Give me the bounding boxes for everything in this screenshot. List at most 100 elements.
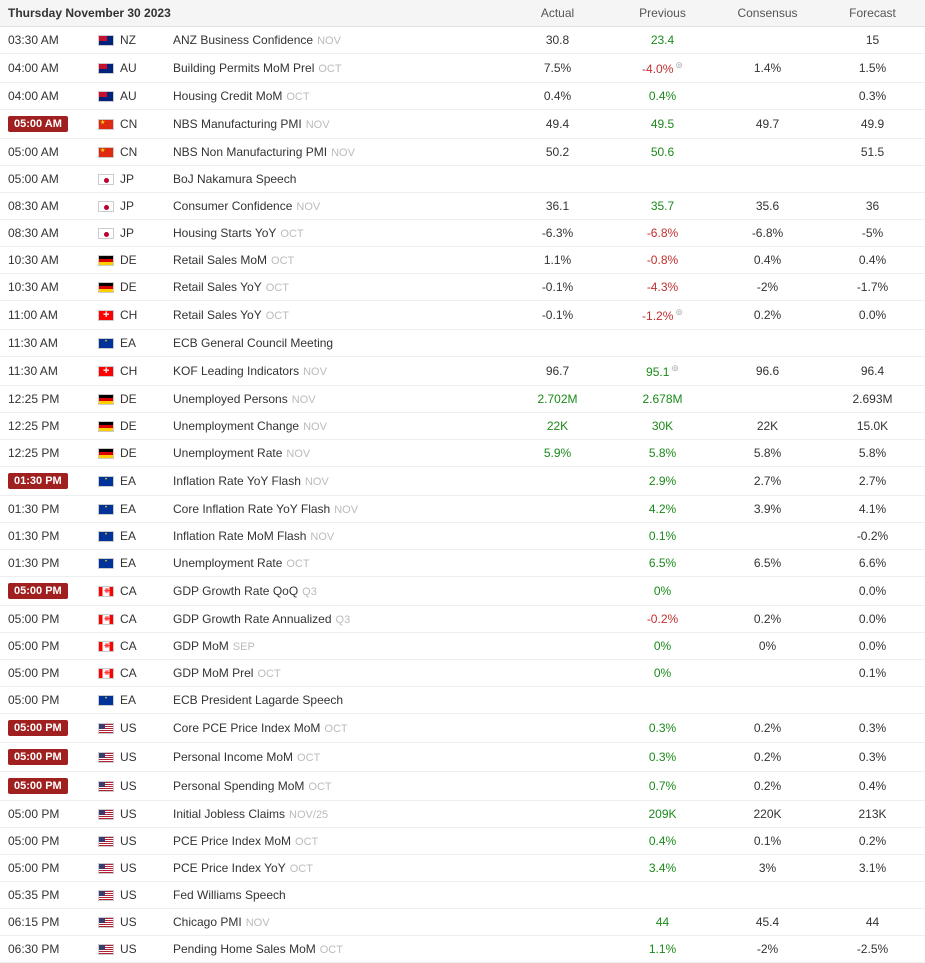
table-row[interactable]: 05:00 PMCAGDP MoM PrelOCT0%0.1% (0, 660, 925, 687)
event-name: Unemployment Rate (173, 446, 282, 460)
forecast-cell: 44 (820, 909, 925, 936)
event-cell[interactable]: Personal Income MoMOCT (165, 743, 505, 772)
table-row[interactable]: 05:00 PMUSPCE Price Index YoYOCT3.4%3%3.… (0, 855, 925, 882)
country-code: CH (120, 308, 137, 322)
table-row[interactable]: 12:25 PMDEUnemployment RateNOV5.9%5.8%5.… (0, 440, 925, 467)
event-cell[interactable]: Initial Jobless ClaimsNOV/25 (165, 801, 505, 828)
table-row[interactable]: 05:00 PMUSPersonal Spending MoMOCT0.7%0.… (0, 772, 925, 801)
table-row[interactable]: 05:00 AMJPBoJ Nakamura Speech (0, 166, 925, 193)
country-code: US (120, 750, 137, 764)
table-header-row: Thursday November 30 2023 Actual Previou… (0, 0, 925, 27)
consensus-cell (715, 882, 820, 909)
event-cell[interactable]: NBS Manufacturing PMINOV (165, 110, 505, 139)
table-row[interactable]: 03:30 AMNZANZ Business ConfidenceNOV30.8… (0, 27, 925, 54)
event-cell[interactable]: ECB General Council Meeting (165, 330, 505, 357)
forecast-value: 0.4% (859, 253, 886, 267)
table-row[interactable]: 05:00 PMEAECB President Lagarde Speech (0, 687, 925, 714)
time-cell: 05:00 PM (0, 633, 90, 660)
event-cell[interactable]: KOF Leading IndicatorsNOV (165, 357, 505, 386)
table-row[interactable]: 05:00 PMCAGDP MoMSEP0%0%0.0% (0, 633, 925, 660)
col-forecast[interactable]: Forecast (820, 0, 925, 27)
table-row[interactable]: 11:30 AMEAECB General Council Meeting (0, 330, 925, 357)
table-row[interactable]: 05:00 PMCAGDP Growth Rate QoQQ30%0.0% (0, 577, 925, 606)
consensus-cell (715, 523, 820, 550)
table-row[interactable]: 05:00 PMUSInitial Jobless ClaimsNOV/2520… (0, 801, 925, 828)
flag-icon (98, 338, 114, 349)
col-consensus[interactable]: Consensus (715, 0, 820, 27)
table-row[interactable]: 12:25 PMDEUnemployed PersonsNOV2.702M2.6… (0, 386, 925, 413)
event-cell[interactable]: BoJ Nakamura Speech (165, 166, 505, 193)
event-cell[interactable]: PCE Price Index YoYOCT (165, 855, 505, 882)
event-cell[interactable]: Unemployment RateOCT (165, 550, 505, 577)
event-cell[interactable]: Core Inflation Rate YoY FlashNOV (165, 496, 505, 523)
table-row[interactable]: 06:15 PMUSChicago PMINOV4445.444 (0, 909, 925, 936)
table-row[interactable]: 08:30 AMJPConsumer ConfidenceNOV36.135.7… (0, 193, 925, 220)
table-row[interactable]: 08:30 AMJPHousing Starts YoYOCT-6.3%-6.8… (0, 220, 925, 247)
event-cell[interactable]: Housing Credit MoMOCT (165, 83, 505, 110)
event-cell[interactable]: NBS Non Manufacturing PMINOV (165, 139, 505, 166)
event-cell[interactable]: GDP MoMSEP (165, 633, 505, 660)
event-cell[interactable]: Retail Sales YoYOCT (165, 301, 505, 330)
previous-value: 23.4 (651, 33, 674, 47)
table-row[interactable]: 05:00 PMUSPersonal Income MoMOCT0.3%0.2%… (0, 743, 925, 772)
table-row[interactable]: 04:00 AMAUBuilding Permits MoM PrelOCT7.… (0, 54, 925, 83)
event-name: Chicago PMI (173, 915, 242, 929)
country-code: US (120, 721, 137, 735)
event-cell[interactable]: Inflation Rate YoY FlashNOV (165, 467, 505, 496)
event-name: ECB General Council Meeting (173, 336, 333, 350)
col-previous[interactable]: Previous (610, 0, 715, 27)
event-cell[interactable]: Fed Williams Speech (165, 882, 505, 909)
forecast-cell: 5.8% (820, 440, 925, 467)
col-actual[interactable]: Actual (505, 0, 610, 27)
table-row[interactable]: 01:30 PMEAUnemployment RateOCT6.5%6.5%6.… (0, 550, 925, 577)
event-cell[interactable]: Inflation Rate MoM FlashNOV (165, 523, 505, 550)
time-cell: 12:25 PM (0, 413, 90, 440)
table-row[interactable]: 05:00 PMUSCore PCE Price Index MoMOCT0.3… (0, 714, 925, 743)
event-cell[interactable]: Unemployed PersonsNOV (165, 386, 505, 413)
country-cell: CN (90, 139, 165, 166)
event-cell[interactable]: ANZ Business ConfidenceNOV (165, 27, 505, 54)
event-cell[interactable]: GDP MoM PrelOCT (165, 660, 505, 687)
event-cell[interactable]: Housing Starts YoYOCT (165, 220, 505, 247)
table-row[interactable]: 05:00 AMCNNBS Non Manufacturing PMINOV50… (0, 139, 925, 166)
consensus-value: 0.2% (754, 779, 781, 793)
previous-value: 6.5% (649, 556, 676, 570)
event-cell[interactable]: Unemployment ChangeNOV (165, 413, 505, 440)
forecast-cell: 0.0% (820, 301, 925, 330)
table-row[interactable]: 01:30 PMEACore Inflation Rate YoY FlashN… (0, 496, 925, 523)
consensus-value: 0.2% (754, 308, 781, 322)
event-cell[interactable]: Personal Spending MoMOCT (165, 772, 505, 801)
table-row[interactable]: 10:30 AMDERetail Sales YoYOCT-0.1%-4.3%-… (0, 274, 925, 301)
event-cell[interactable]: Core PCE Price Index MoMOCT (165, 714, 505, 743)
event-cell[interactable]: ECB President Lagarde Speech (165, 687, 505, 714)
flag-icon (98, 310, 114, 321)
event-cell[interactable]: GDP Growth Rate AnnualizedQ3 (165, 606, 505, 633)
table-row[interactable]: 11:00 AMCHRetail Sales YoYOCT-0.1%-1.2%0… (0, 301, 925, 330)
event-cell[interactable]: Retail Sales MoMOCT (165, 247, 505, 274)
table-row[interactable]: 10:30 AMDERetail Sales MoMOCT1.1%-0.8%0.… (0, 247, 925, 274)
event-cell[interactable]: Consumer ConfidenceNOV (165, 193, 505, 220)
table-row[interactable]: 01:30 PMEAInflation Rate YoY FlashNOV2.9… (0, 467, 925, 496)
event-cell[interactable]: PCE Price Index MoMOCT (165, 828, 505, 855)
event-cell[interactable]: Unemployment RateNOV (165, 440, 505, 467)
event-cell[interactable]: Chicago PMINOV (165, 909, 505, 936)
country-cell: EA (90, 496, 165, 523)
table-row[interactable]: 05:00 PMCAGDP Growth Rate AnnualizedQ3-0… (0, 606, 925, 633)
table-row[interactable]: 06:30 PMUSPending Home Sales MoMOCT1.1%-… (0, 936, 925, 963)
event-cell[interactable]: Building Permits MoM PrelOCT (165, 54, 505, 83)
consensus-value: 49.7 (756, 117, 779, 131)
event-cell[interactable]: GDP Growth Rate QoQQ3 (165, 577, 505, 606)
consensus-value: -2% (757, 942, 778, 956)
time-text: 11:30 AM (8, 364, 58, 378)
event-cell[interactable]: Pending Home Sales MoMOCT (165, 936, 505, 963)
flag-icon (98, 668, 114, 679)
event-cell[interactable]: Retail Sales YoYOCT (165, 274, 505, 301)
table-row[interactable]: 11:30 AMCHKOF Leading IndicatorsNOV96.79… (0, 357, 925, 386)
table-row[interactable]: 04:00 AMAUHousing Credit MoMOCT0.4%0.4%0… (0, 83, 925, 110)
table-row[interactable]: 05:00 PMUSPCE Price Index MoMOCT0.4%0.1%… (0, 828, 925, 855)
table-row[interactable]: 05:00 AMCNNBS Manufacturing PMINOV49.449… (0, 110, 925, 139)
table-row[interactable]: 05:35 PMUSFed Williams Speech (0, 882, 925, 909)
table-row[interactable]: 01:30 PMEAInflation Rate MoM FlashNOV0.1… (0, 523, 925, 550)
previous-value: 2.9% (649, 474, 676, 488)
table-row[interactable]: 12:25 PMDEUnemployment ChangeNOV22K30K22… (0, 413, 925, 440)
